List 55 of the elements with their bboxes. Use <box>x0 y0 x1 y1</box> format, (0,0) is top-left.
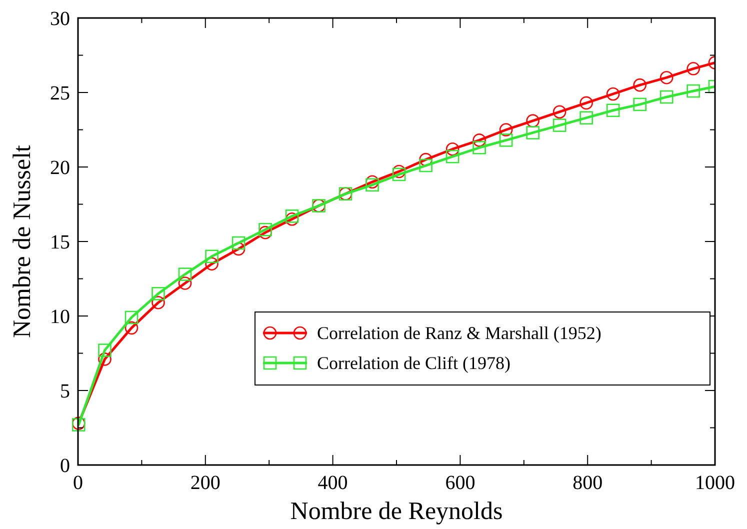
y-tick-label: 10 <box>50 306 70 328</box>
point <box>660 70 674 84</box>
x-tick-label: 400 <box>318 472 348 494</box>
point <box>258 222 272 236</box>
point <box>285 212 299 226</box>
point <box>499 134 513 147</box>
point <box>392 168 406 182</box>
point <box>660 90 674 104</box>
x-axis-title: Nombre de Reynolds <box>290 498 503 525</box>
point <box>124 321 138 335</box>
point <box>580 96 593 110</box>
point <box>606 87 620 101</box>
point <box>419 158 432 172</box>
point <box>606 104 620 118</box>
y-tick-label: 0 <box>60 455 70 477</box>
point <box>152 287 165 300</box>
point <box>366 178 379 192</box>
legend-label: Correlation de Clift (1978) <box>317 353 510 373</box>
y-tick-label: 25 <box>50 82 70 104</box>
point <box>124 310 138 324</box>
point <box>633 78 646 92</box>
point <box>446 142 460 156</box>
point <box>472 140 486 154</box>
point <box>178 276 192 290</box>
point <box>98 352 112 366</box>
point <box>686 84 700 98</box>
y-tick-label: 20 <box>50 157 70 179</box>
point <box>686 62 700 76</box>
point <box>258 226 272 240</box>
point <box>205 250 218 264</box>
x-tick-label: 1000 <box>695 472 735 494</box>
point <box>580 111 593 124</box>
point <box>285 210 299 223</box>
point <box>98 344 112 357</box>
point <box>472 134 486 147</box>
point <box>552 118 566 132</box>
x-tick-label: 200 <box>190 472 220 494</box>
point <box>178 268 192 281</box>
point <box>633 98 646 112</box>
point <box>232 236 246 250</box>
x-tick-label: 600 <box>445 472 476 494</box>
point <box>446 150 460 164</box>
point <box>499 123 513 136</box>
point <box>152 296 165 310</box>
point <box>526 114 540 128</box>
y-tick-label: 15 <box>50 232 70 254</box>
y-tick-label: 30 <box>50 8 70 30</box>
x-tick-label: 800 <box>572 472 603 494</box>
point <box>552 105 566 119</box>
point <box>392 164 406 178</box>
point <box>366 175 379 189</box>
y-axis-title: Nombre de Nusselt <box>9 144 36 338</box>
y-tick-label: 5 <box>60 380 70 402</box>
point <box>526 126 540 140</box>
legend-label: Correlation de Ranz & Marshall (1952) <box>317 323 602 343</box>
